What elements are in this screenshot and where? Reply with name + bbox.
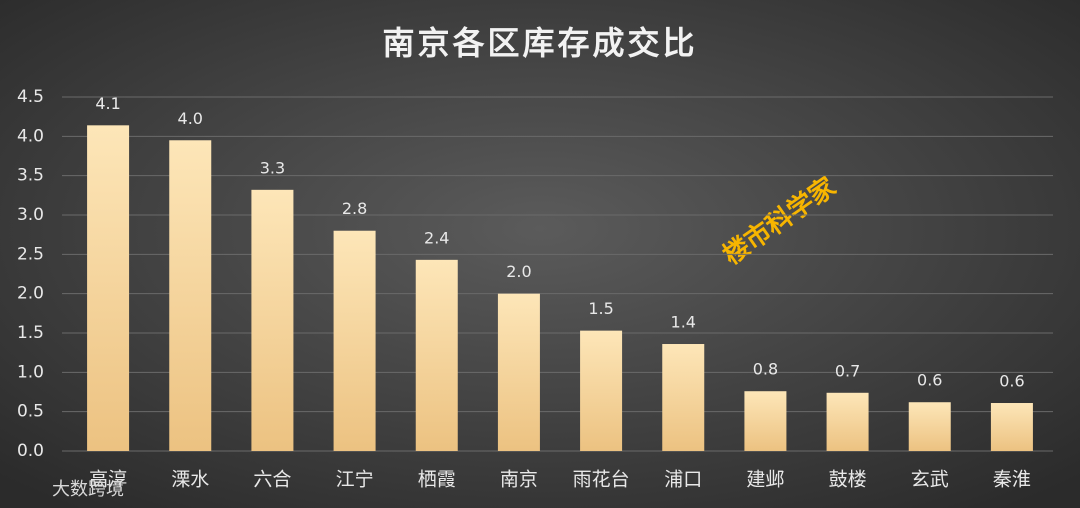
bar (251, 189, 294, 451)
y-tick-label: 1.5 (17, 323, 44, 343)
bar (662, 344, 705, 451)
x-tick-label: 玄武 (911, 469, 949, 491)
x-tick-label: 秦淮 (993, 469, 1031, 491)
x-tick-label: 江宁 (336, 469, 374, 491)
y-tick-label: 3.0 (17, 205, 44, 225)
x-tick-label: 溧水 (171, 469, 209, 491)
chart-title: 南京各区库存成交比 (382, 24, 697, 62)
bar (826, 392, 869, 451)
x-tick-label: 南京 (500, 469, 538, 491)
bar (87, 125, 130, 451)
y-tick-label: 1.0 (17, 362, 44, 382)
y-tick-label: 2.0 (17, 284, 44, 304)
y-tick-label: 2.5 (17, 244, 44, 264)
x-tick-label: 建邺 (746, 469, 784, 491)
y-tick-label: 0.5 (17, 402, 44, 422)
bar (990, 403, 1033, 451)
data-label: 0.6 (999, 372, 1024, 391)
bar (908, 402, 951, 451)
y-tick-label: 4.5 (17, 87, 44, 107)
x-tick-label: 雨花台 (573, 469, 630, 491)
data-label: 2.4 (424, 228, 449, 247)
data-label: 0.6 (917, 371, 942, 390)
bar (333, 230, 376, 451)
y-tick-label: 3.5 (17, 166, 44, 186)
data-label: 4.1 (95, 94, 120, 113)
bar (415, 259, 458, 451)
y-tick-label: 4.0 (17, 126, 44, 146)
x-tick-label: 六合 (253, 469, 291, 491)
data-label: 1.4 (671, 313, 696, 332)
data-label: 0.8 (753, 360, 778, 379)
data-label: 2.8 (342, 199, 367, 218)
data-label: 3.3 (260, 158, 285, 177)
bar (580, 330, 623, 451)
y-tick-label: 0.0 (17, 441, 44, 461)
data-label: 0.7 (835, 361, 860, 380)
data-label: 1.5 (588, 299, 613, 318)
x-tick-label: 高淳 (89, 469, 127, 491)
data-label: 2.0 (506, 262, 531, 281)
bar (497, 293, 540, 451)
bar (744, 391, 787, 451)
x-tick-label: 栖霞 (418, 469, 456, 491)
x-tick-label: 浦口 (664, 469, 702, 491)
data-label: 4.0 (178, 109, 203, 128)
x-tick-label: 鼓楼 (829, 469, 867, 491)
watermark: 大数跨境 (52, 479, 124, 500)
bar (169, 140, 212, 451)
